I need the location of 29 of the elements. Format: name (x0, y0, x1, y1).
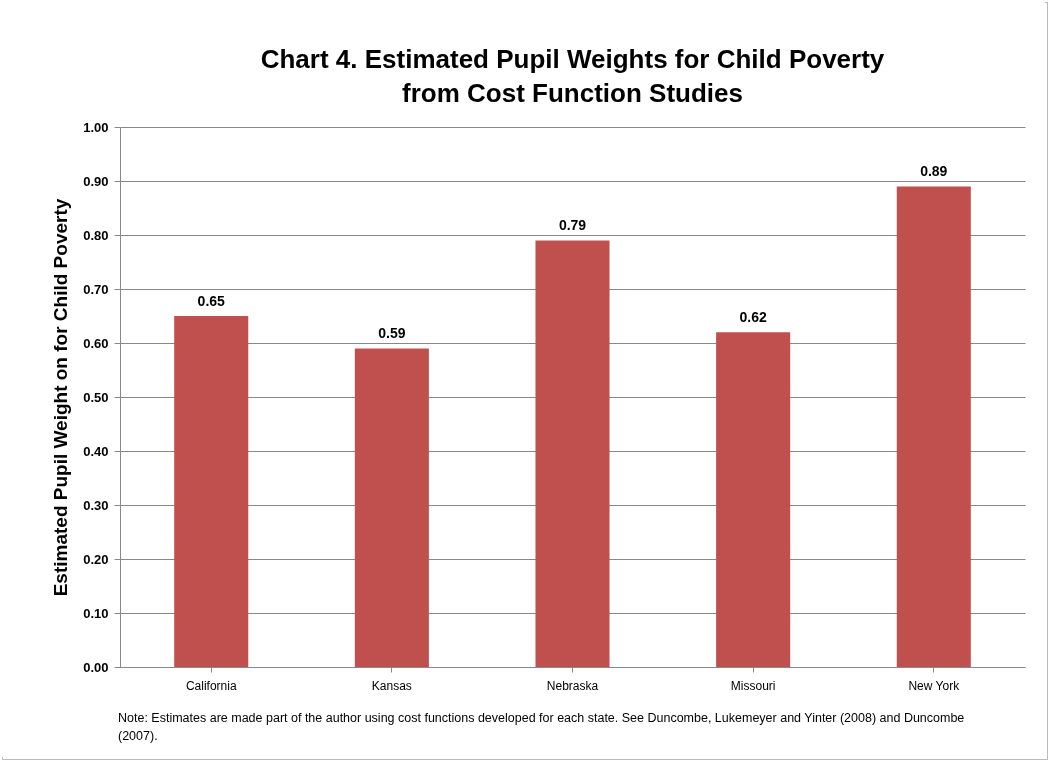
y-tick-label: 0.20 (83, 551, 109, 567)
text: Note: Estimates are made part of the author using cost functions developed for each state. See Duncombe, Lukemeyer and Yinter (2008) and Duncombe (2007). (118, 710, 966, 745)
x-tick-label: Missouri (730, 678, 776, 693)
data-label: 0.65 (197, 293, 226, 309)
bar (354, 348, 429, 667)
bar (896, 186, 971, 667)
y-tick-label: 1.00 (83, 119, 109, 135)
y-tick-label: 0.90 (83, 173, 109, 189)
y-tick-label: 0.30 (83, 497, 109, 513)
chart-title: Chart 4. Estimated Pupil Weights for Child Poverty from Cost Function Studies (260, 44, 885, 108)
y-tick-label: 0.60 (83, 335, 109, 351)
x-tick-label: California (185, 678, 237, 693)
x-tick-label: New York (908, 678, 961, 693)
data-label: 0.62 (739, 309, 767, 326)
x-tick-label: Nebraska (546, 678, 599, 693)
data-label: 0.89 (920, 163, 948, 180)
y-tick-label: 0.00 (83, 659, 109, 675)
x-tick-label: Kansas (371, 678, 412, 693)
y-tick-label: 0.50 (83, 389, 109, 405)
y-tick-label: 0.10 (83, 605, 109, 621)
y-tick-label: 0.80 (83, 227, 109, 243)
bar (535, 240, 610, 667)
y-tick-label: 0.70 (83, 281, 109, 297)
data-label: 0.59 (378, 325, 406, 342)
bar (174, 316, 249, 667)
bar (716, 332, 791, 667)
y-tick-label: 0.40 (83, 443, 109, 459)
y-axis-title: Estimated Pupil Weight on for Child Poverty (50, 198, 72, 597)
data-label: 0.79 (558, 217, 587, 234)
